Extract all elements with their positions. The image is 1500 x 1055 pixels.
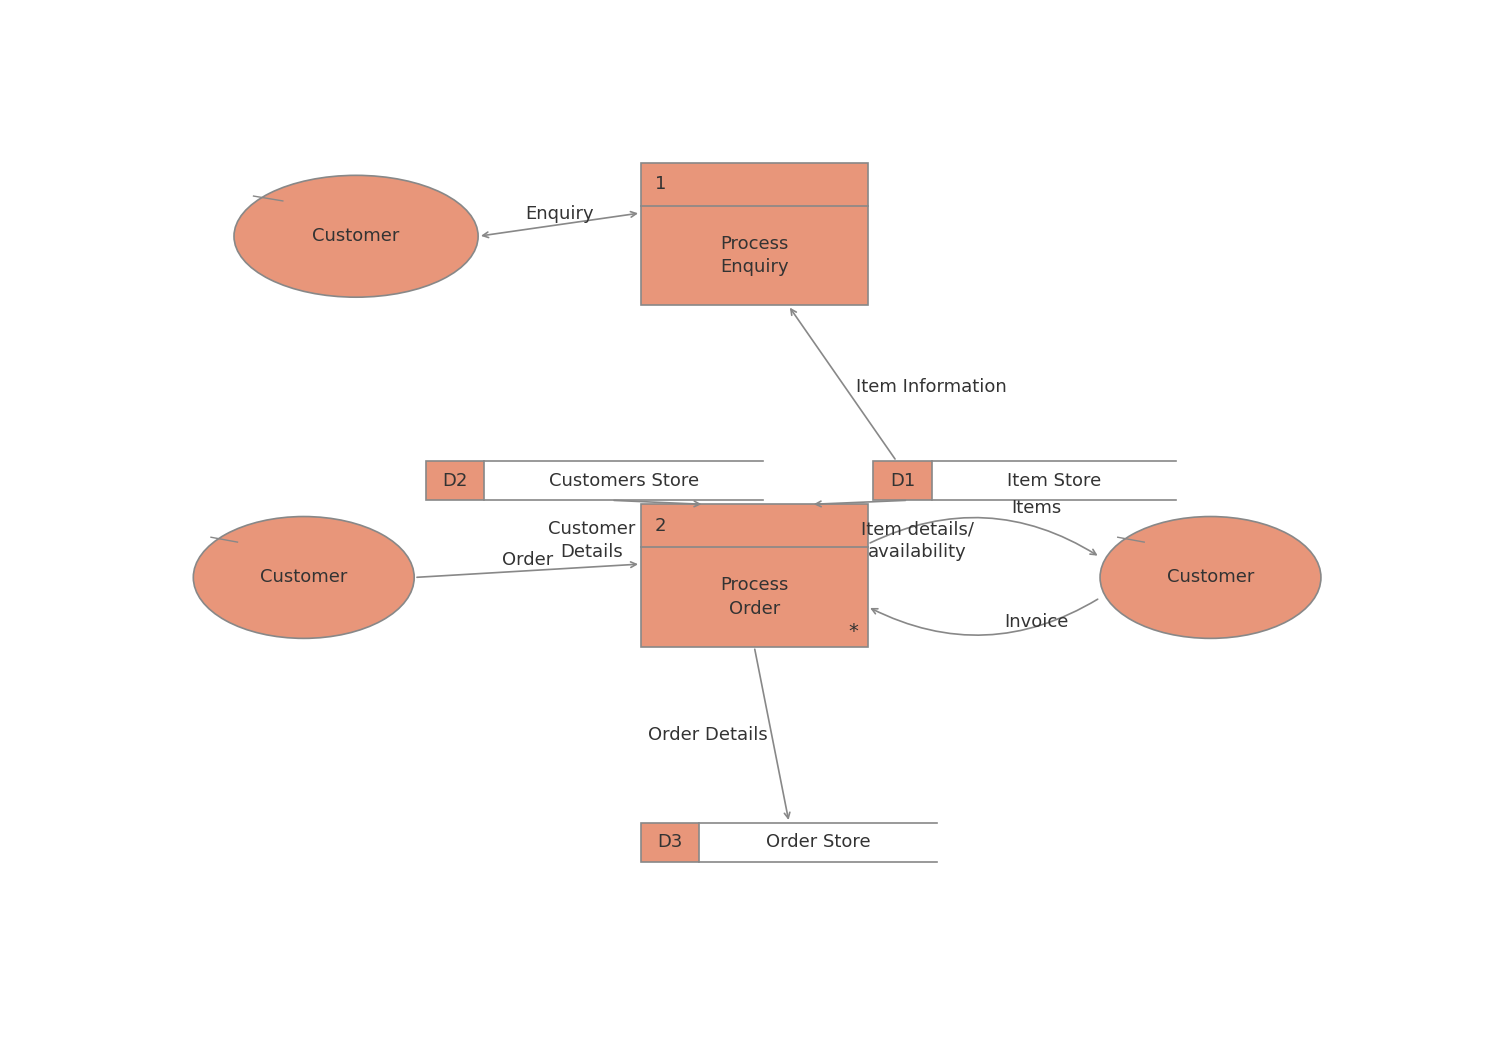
- Ellipse shape: [1100, 517, 1322, 638]
- Bar: [426, 461, 484, 500]
- Bar: [640, 823, 699, 862]
- Text: Order Details: Order Details: [648, 726, 768, 744]
- Text: 1: 1: [656, 175, 666, 193]
- Text: Order: Order: [503, 551, 554, 569]
- Text: Item Store: Item Store: [1007, 472, 1101, 490]
- Text: Customer: Customer: [1167, 569, 1254, 587]
- Text: Invoice: Invoice: [1004, 613, 1068, 631]
- Bar: [640, 504, 867, 647]
- Ellipse shape: [234, 175, 478, 298]
- Text: Item details/
availability: Item details/ availability: [861, 520, 974, 561]
- Text: Process
Order: Process Order: [720, 576, 789, 617]
- Text: D2: D2: [442, 472, 468, 490]
- Text: Enquiry: Enquiry: [525, 205, 594, 223]
- Ellipse shape: [194, 517, 414, 638]
- Text: Customer: Customer: [260, 569, 348, 587]
- Text: Process
Enquiry: Process Enquiry: [720, 235, 789, 276]
- Text: Order Store: Order Store: [766, 833, 870, 851]
- Bar: [640, 164, 867, 305]
- Bar: [873, 461, 931, 500]
- Text: Customer
Details: Customer Details: [549, 520, 636, 561]
- Text: Item Information: Item Information: [856, 378, 1006, 396]
- Text: D3: D3: [657, 833, 682, 851]
- Text: Items: Items: [1011, 499, 1062, 517]
- Text: Customer: Customer: [312, 227, 399, 245]
- Text: *: *: [849, 622, 858, 641]
- Text: D1: D1: [890, 472, 915, 490]
- Text: 2: 2: [656, 517, 666, 535]
- Text: Customers Store: Customers Store: [549, 472, 699, 490]
